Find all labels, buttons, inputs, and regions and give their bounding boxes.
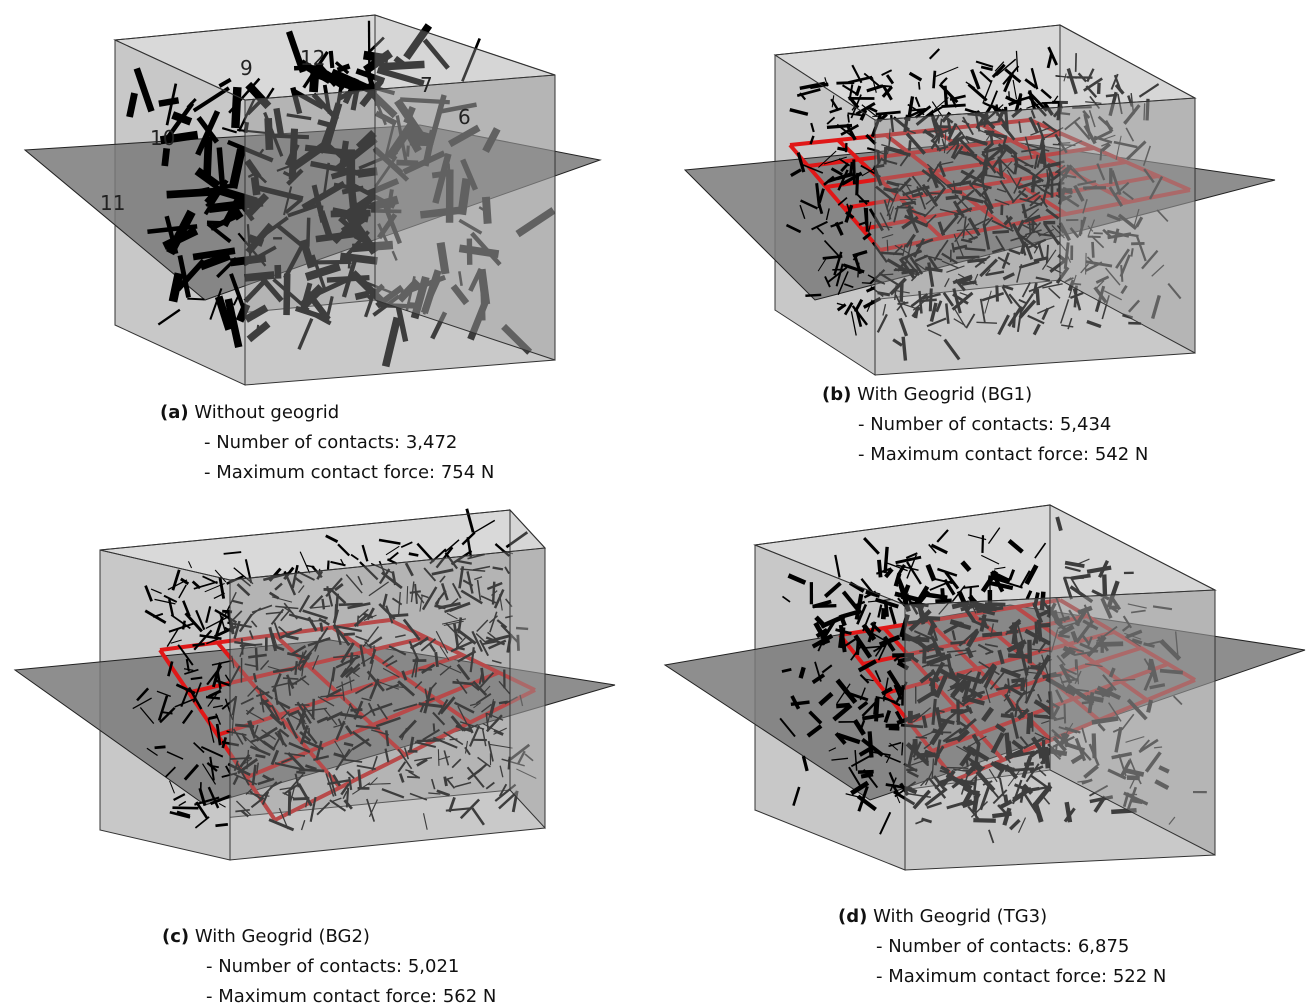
force-chain — [863, 283, 871, 284]
contacts: - Number of contacts: 5,434 — [822, 410, 1148, 440]
particle-label: 7 — [420, 73, 433, 97]
panel-title: With Geogrid (TG3) — [873, 906, 1047, 927]
force-chain — [879, 562, 880, 576]
contacts: - Number of contacts: 6,875 — [838, 932, 1166, 962]
force-chain — [410, 554, 417, 555]
force-chain — [207, 697, 218, 698]
force-chain — [863, 775, 871, 777]
right-face — [375, 15, 555, 360]
force-chain — [926, 595, 945, 598]
force-chain — [938, 601, 950, 602]
max-force: - Maximum contact force: 522 N — [838, 962, 1166, 992]
force-chain — [188, 299, 203, 300]
particle-label: 11 — [100, 191, 125, 215]
force-chain — [839, 148, 846, 149]
force-chain — [162, 101, 175, 103]
panel-title: With Geogrid (BG2) — [195, 926, 370, 947]
force-chain — [783, 670, 790, 672]
force-chain — [919, 83, 920, 89]
caption-c: (c) With Geogrid (BG2) - Number of conta… — [162, 922, 496, 1004]
max-force: - Maximum contact force: 542 N — [822, 440, 1148, 470]
force-chain — [854, 161, 855, 183]
force-chain — [848, 115, 849, 121]
force-chain — [233, 207, 238, 214]
force-chain — [857, 88, 859, 95]
contacts: - Number of contacts: 5,021 — [162, 952, 496, 982]
max-force: - Maximum contact force: 754 N — [160, 458, 494, 488]
force-chain — [850, 163, 851, 174]
front-face — [230, 548, 545, 860]
panel-label: (c) — [162, 926, 189, 947]
force-chain — [866, 209, 867, 230]
force-chain — [824, 257, 841, 259]
force-chain — [331, 53, 332, 66]
renderings: 9 12 7 6 10 11 — [0, 0, 1309, 1004]
force-chain — [130, 96, 134, 113]
force-chain — [896, 576, 899, 585]
panel-label: (a) — [160, 402, 189, 423]
caption-d: (d) With Geogrid (TG3) - Number of conta… — [838, 902, 1166, 992]
force-chain — [814, 606, 835, 607]
force-chain — [165, 152, 166, 163]
force-chain — [801, 669, 803, 676]
max-force: - Maximum contact force: 562 N — [162, 982, 496, 1004]
force-chain — [1020, 95, 1021, 104]
force-chain — [807, 295, 820, 296]
force-chain — [934, 72, 935, 87]
particle-label: 9 — [240, 56, 253, 80]
force-chain — [793, 702, 808, 704]
force-chain — [877, 112, 899, 114]
contacts: - Number of contacts: 3,472 — [160, 428, 494, 458]
force-chain — [217, 825, 227, 826]
caption-b: (b) With Geogrid (BG1) - Number of conta… — [822, 380, 1148, 470]
force-chain — [838, 705, 847, 706]
panel-title: Without geogrid — [194, 402, 339, 423]
force-chain — [819, 205, 821, 212]
panel-title: With Geogrid (BG1) — [857, 384, 1032, 405]
force-chain — [156, 747, 164, 748]
force-chain — [864, 715, 882, 718]
force-chain — [875, 700, 876, 712]
particle-label: 12 — [300, 46, 325, 70]
right-face — [510, 510, 545, 828]
particle-label: 6 — [458, 105, 471, 129]
force-chain — [176, 116, 187, 120]
force-chain — [902, 743, 903, 754]
force-chain — [838, 83, 853, 84]
caption-a: (a) Without geogrid - Number of contacts… — [160, 398, 494, 488]
force-chain — [340, 67, 347, 70]
force-chain — [210, 717, 216, 718]
panel-label: (d) — [838, 906, 867, 927]
force-chain — [307, 566, 313, 567]
force-chain — [964, 564, 968, 569]
force-chain — [841, 630, 843, 646]
force-chain — [192, 678, 201, 679]
panel-label: (b) — [822, 384, 851, 405]
force-chain — [207, 140, 208, 175]
particle-label: 10 — [150, 126, 175, 150]
force-chain — [885, 549, 887, 572]
figure: 9 12 7 6 10 11 (a) Without geogrid - Number o… — [0, 0, 1309, 1004]
